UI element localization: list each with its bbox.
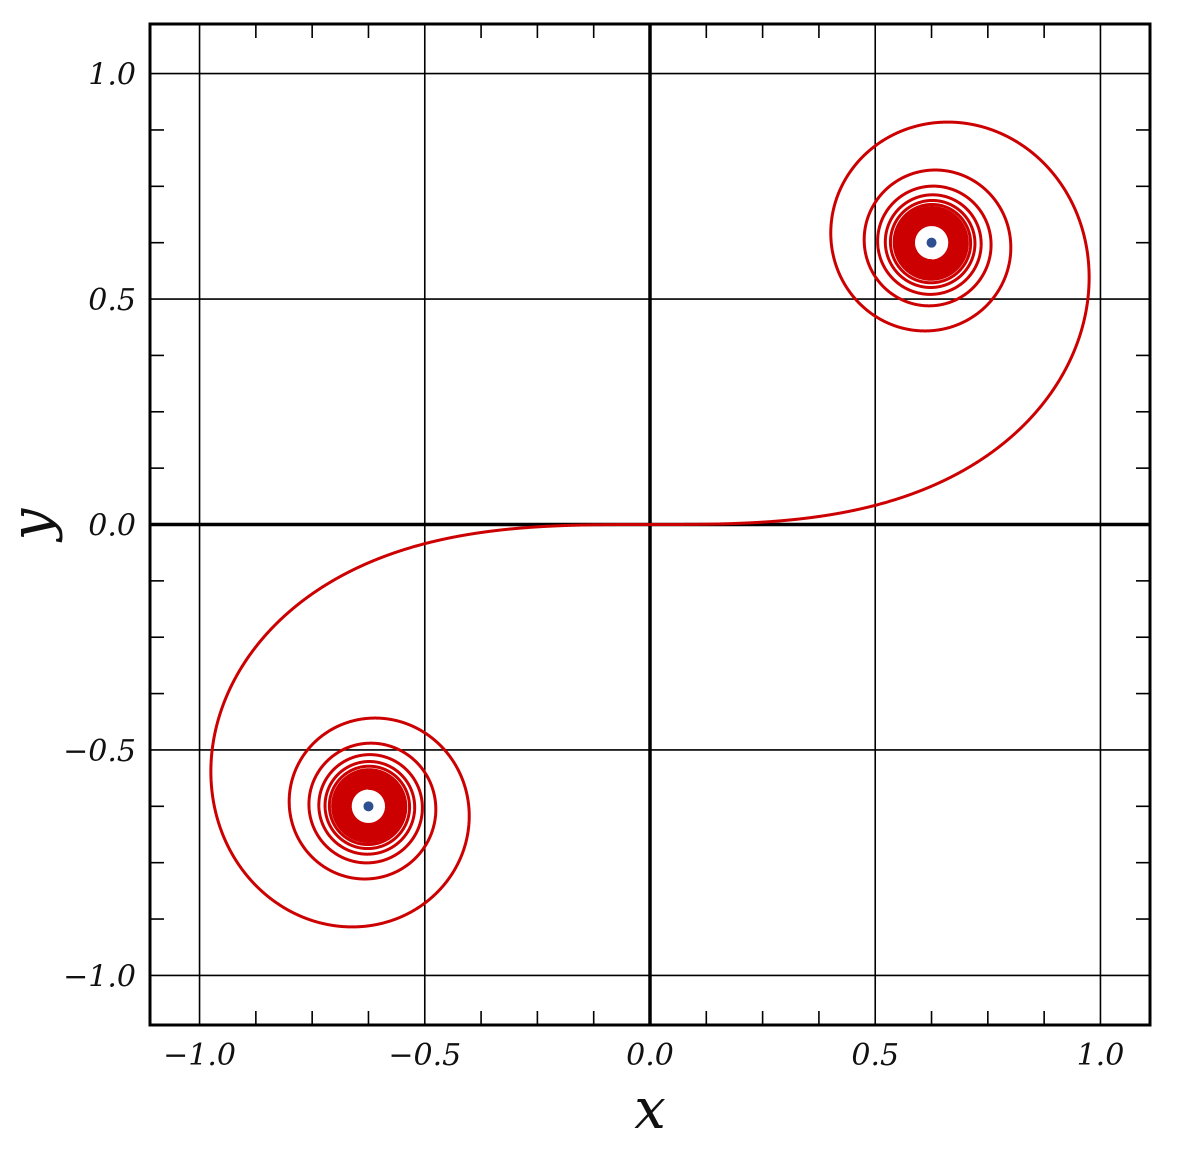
curve-layer: [209, 120, 1091, 929]
points-layer: [363, 237, 937, 812]
x-axis-label: x: [634, 1077, 666, 1142]
clothoid-curve: [209, 120, 1091, 929]
limit-point: [926, 237, 937, 248]
y-tick-label: 0.0: [88, 509, 136, 544]
x-tick-label: 1.0: [1077, 1038, 1125, 1073]
x-tick-label: −1.0: [163, 1038, 236, 1073]
y-tick-label: −1.0: [63, 959, 136, 994]
plot-frame: [148, 22, 1152, 1027]
y-axis-label: y: [0, 507, 64, 543]
x-tick-labels: −1.0 −0.5 0.0 0.5 1.0: [163, 1038, 1124, 1073]
x-tick-label: −0.5: [388, 1038, 461, 1073]
y-tick-labels: −1.0 −0.5 0.0 0.5 1.0: [63, 58, 136, 995]
x-tick-label: 0.5: [851, 1038, 899, 1073]
y-tick-label: 1.0: [88, 58, 136, 93]
minor-ticks: [150, 24, 1150, 1025]
x-tick-label: 0.0: [626, 1038, 674, 1073]
limit-point: [363, 801, 374, 812]
y-tick-label: 0.5: [88, 283, 136, 318]
y-tick-label: −0.5: [63, 734, 136, 769]
